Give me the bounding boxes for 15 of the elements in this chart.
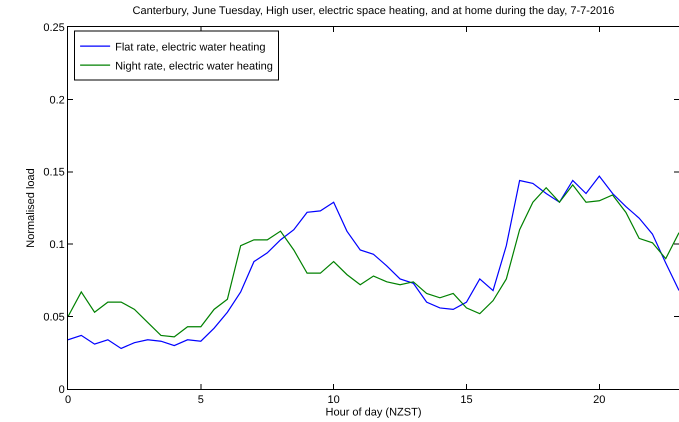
x-tick-label: 5 xyxy=(198,394,204,406)
x-tick-label: 15 xyxy=(460,394,473,406)
y-tick-label: 0 xyxy=(58,384,65,396)
y-tick-label: 0.2 xyxy=(50,94,65,106)
x-tick-label: 20 xyxy=(593,394,606,406)
x-tick-label: 10 xyxy=(328,394,340,406)
y-axis-title: Normalised load xyxy=(25,168,38,248)
y-tick-label: 0.25 xyxy=(43,22,65,34)
legend-label: Night rate, electric water heating xyxy=(115,60,273,72)
x-axis-title: Hour of day (NZST) xyxy=(326,406,422,418)
y-tick-label: 0.05 xyxy=(43,311,65,324)
y-tick-label: 0.15 xyxy=(43,166,65,179)
chart-title: Canterbury, June Tuesday, High user, electric space heating, and at home during the day, 7-7-2016 xyxy=(132,5,614,18)
y-tick-label: 0.1 xyxy=(50,239,65,252)
legend-label: Flat rate, electric water heating xyxy=(115,41,266,54)
